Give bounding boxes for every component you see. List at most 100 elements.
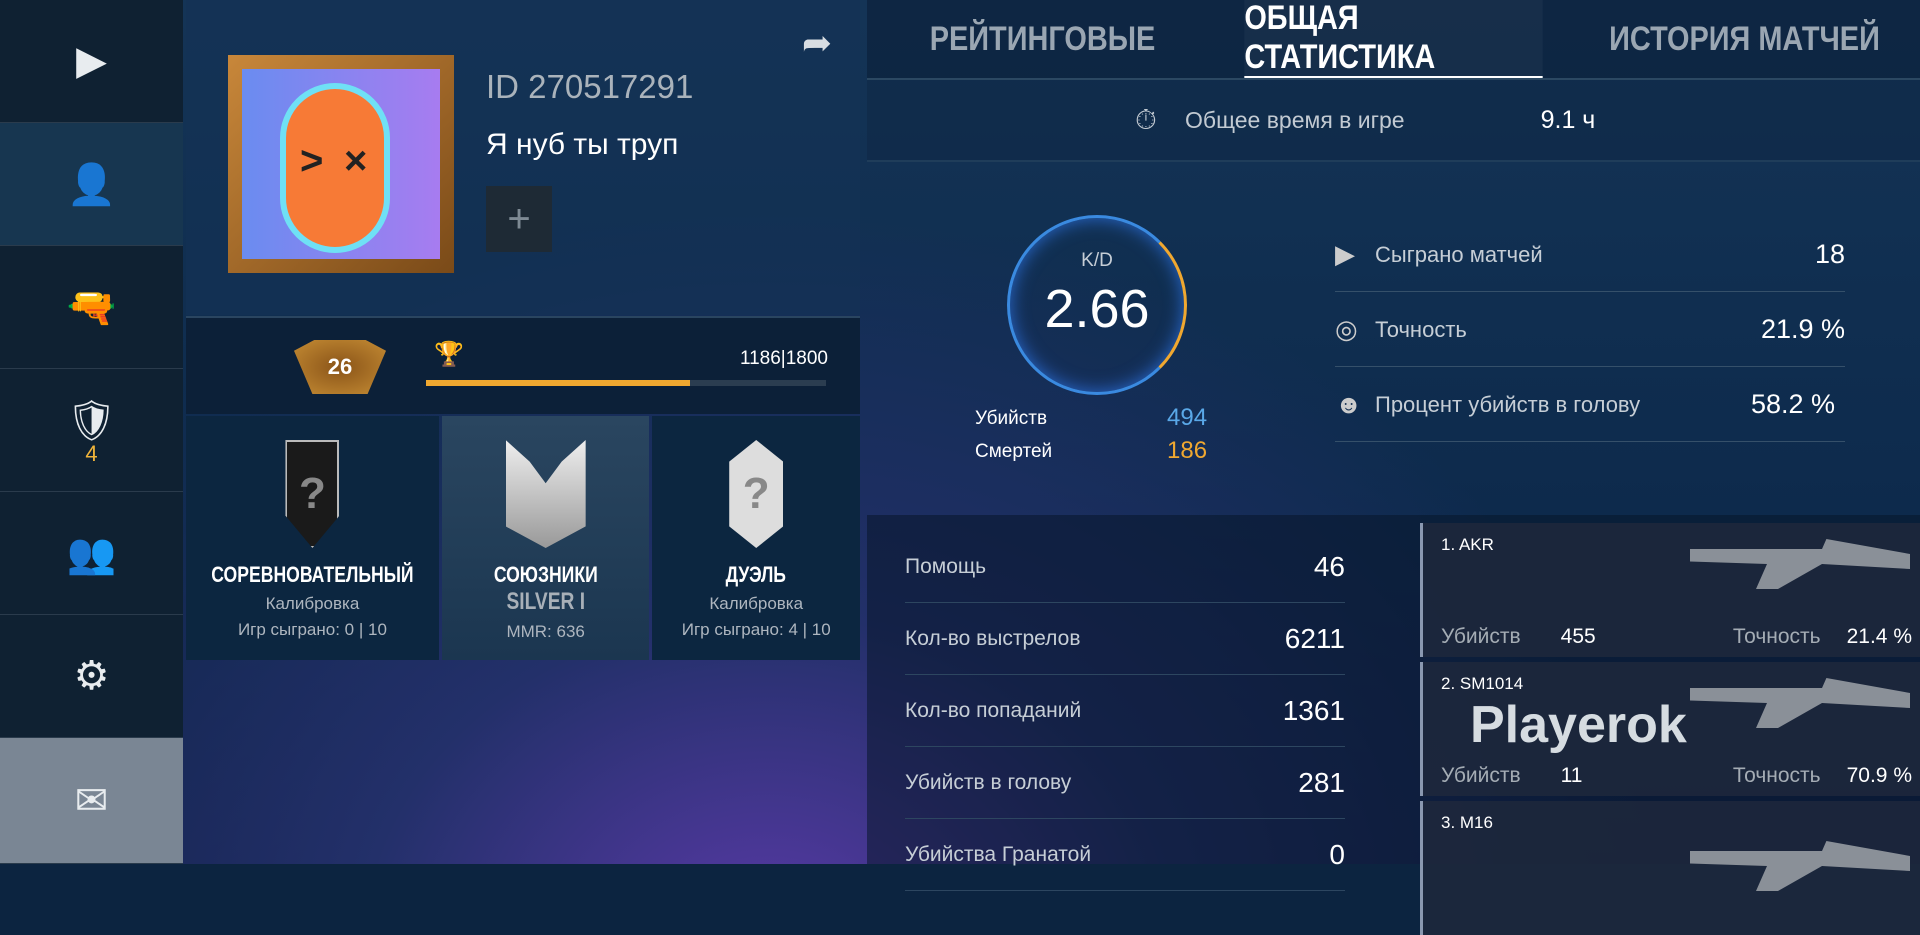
kills-label: Убийств [1441,625,1521,648]
unranked-badge-icon: ? [729,440,784,548]
stat-value: 0 [1329,839,1345,870]
sidebar-item-settings[interactable]: ⚙ [0,615,183,738]
stat-label: Кол-во попаданий [905,699,1082,722]
playtime-row: ⏱ Общее время в игре 9.1 ч [867,80,1920,162]
kills-value: 11 [1560,764,1583,787]
summary-row: ◎ Точность 21.9 % [1335,293,1845,367]
deaths-value: 186 [1167,437,1208,464]
mode-title: СОЮЗНИКИ [493,562,598,587]
summary-value: 21.9 % [1760,314,1845,344]
sidebar-item-play[interactable]: ▶ [0,0,183,123]
stat-value: 46 [1313,551,1345,582]
sidebar-item-weapons[interactable]: 🔫 [0,246,183,369]
kd-ring: K/D 2.66 [1007,215,1187,395]
kills-label: Убийств [1441,764,1521,787]
mode-status: Калибровка [709,594,804,613]
mail-icon: ✉ [74,778,109,823]
summary-label: Процент убийств в голову [1375,391,1641,417]
stat-label: Кол-во выстрелов [905,627,1081,650]
stat-label: Убийств в голову [905,771,1072,794]
play-icon: ▶ [1335,239,1355,269]
level-row: 26 🏆 1186|1800 [186,316,860,414]
gear-icon: ⚙ [73,654,110,698]
mode-status: Калибровка [265,594,360,613]
mode-mmr: MMR: 636 [506,622,585,641]
trophy-icon: 🏆 [434,341,464,368]
rifle-icon [1690,841,1910,891]
kills-value: 455 [1560,625,1596,648]
stat-value: 6211 [1284,623,1345,654]
mode-title: ДУЭЛЬ [726,562,787,587]
summary-value: 18 [1814,239,1845,269]
tab-match-history[interactable]: ИСТОРИЯ МАТЧЕЙ [1609,19,1880,58]
tab-general-stats[interactable]: ОБЩАЯ СТАТИСТИКА [1244,0,1543,78]
summary-row: ☻ Процент убийств в голову 58.2 % [1335,368,1845,442]
weapon-card[interactable]: 3. M16 [1420,801,1920,935]
accuracy-label: Точность [1732,764,1821,787]
kills-value: 494 [1167,404,1208,431]
sidebar-item-mail[interactable]: ✉ [0,738,183,864]
summary-value: 58.2 % [1750,389,1835,419]
mode-rank: SILVER I [506,588,585,615]
mode-games: Игр сыграно: 4 | 10 [681,620,831,639]
stat-row: Убийств в голову 281 [905,748,1345,819]
summary-row: ▶ Сыграно матчей 18 [1335,218,1845,292]
stat-row: Кол-во выстрелов 6211 [905,604,1345,675]
mode-title: СОРЕВНОВАТЕЛЬНЫЙ [211,562,414,587]
avatar[interactable]: > × [228,55,454,273]
weapon-card[interactable]: 2. SM1014 Убийств 11 Точность 70.9 % [1420,662,1920,796]
watermark: Playerok [1470,696,1687,754]
accuracy-label: Точность [1732,625,1821,648]
stat-label: Помощь [905,555,987,578]
sidebar-item-ranks[interactable]: 🛡 4 [0,369,183,492]
rank-badge-icon: 🛡 [66,398,117,443]
weapon-name: 2. SM1014 [1441,674,1524,693]
weapon-name: 3. M16 [1441,813,1493,832]
mode-card-allies[interactable]: СОЮЗНИКИ SILVER I MMR: 636 [441,416,650,660]
accuracy-value: 21.4 % [1846,625,1912,648]
tab-ranked[interactable]: РЕЙТИНГОВЫЕ [929,19,1156,58]
pistol-icon: 🔫 [66,285,117,330]
sidebar-item-profile[interactable]: 👤 [0,123,183,246]
summary-label: Сыграно матчей [1375,241,1543,267]
player-id: ID 270517291 [486,68,694,105]
xp-value: 1186|1800 [739,348,828,369]
target-icon: ◎ [1335,314,1358,344]
rifle-icon [1690,539,1910,589]
stat-value: 281 [1298,767,1345,798]
headshot-icon: ☻ [1335,389,1363,419]
stopwatch-icon: ⏱ [1135,103,1157,135]
kd-value: 2.66 [1044,279,1150,339]
mode-card-competitive[interactable]: ? СОРЕВНОВАТЕЛЬНЫЙ Калибровка Игр сыгран… [186,416,439,660]
summary-label: Точность [1375,316,1467,342]
level-badge: 26 [294,340,386,394]
profile-header: > × ID 270517291 Я нуб ты труп + ➦ [186,0,860,315]
stat-label: Убийства Гранатой [905,843,1092,866]
add-button[interactable]: + [486,186,552,252]
xp-progress-bar [426,380,826,386]
sidebar-item-friends[interactable]: 👥 [0,492,183,615]
weapon-card[interactable]: 1. AKR Убийств 455 Точность 21.4 % [1420,523,1920,657]
stats-panel: РЕЙТИНГОВЫЕ ОБЩАЯ СТАТИСТИКА ИСТОРИЯ МАТ… [867,0,1920,935]
deaths-label: Смертей [975,441,1053,462]
mode-card-duel[interactable]: ? ДУЭЛЬ Калибровка Игр сыграно: 4 | 10 [652,416,860,660]
weapon-name: 1. AKR [1441,535,1494,554]
playtime-label: Общее время в игре [1185,106,1405,133]
kd-label: K/D [1081,250,1113,271]
rank-count: 4 [85,440,98,466]
user-icon: 👤 [66,162,117,207]
stat-row: Убийства Гранатой 0 [905,820,1345,891]
mode-games: Игр сыграно: 0 | 10 [237,620,387,639]
stat-row: Кол-во попаданий 1361 [905,676,1345,747]
play-icon: ▶ [76,39,107,83]
sidebar: ▶ 👤 🔫 🛡 4 👥 ⚙ ✉ [0,0,183,864]
shotgun-icon [1690,678,1910,728]
profile-panel: > × ID 270517291 Я нуб ты труп + ➦ 26 🏆 1… [186,0,860,864]
stat-row: Помощь 46 [905,532,1345,603]
playtime-value: 9.1 ч [1540,105,1596,134]
stat-value: 1361 [1282,695,1345,726]
share-icon[interactable]: ➦ [801,22,832,63]
player-name: Я нуб ты труп [486,128,679,161]
silver-rank-badge-icon [505,440,586,548]
kills-label: Убийств [975,408,1048,429]
